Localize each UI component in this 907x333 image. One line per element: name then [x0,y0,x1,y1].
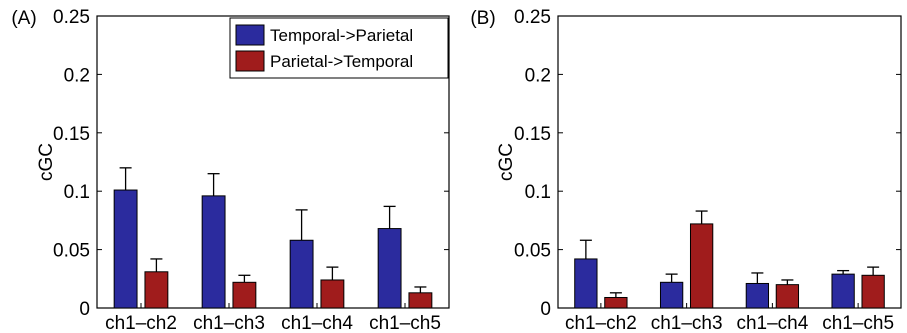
y-tick-label: 0.25 [53,7,90,28]
bar-temporal-parietal [574,258,598,309]
bar-parietal-temporal [408,292,433,309]
x-tick-label: ch1–ch4 [281,313,353,333]
panel-label: (B) [470,8,495,29]
x-tick-label: ch1–ch3 [651,313,723,333]
bar-temporal-parietal [831,273,855,309]
x-tick-label: ch1–ch2 [105,313,177,333]
bar-parietal-temporal [775,284,800,309]
y-tick-label: 0.15 [514,124,551,145]
plot-frame [557,15,902,309]
legend-box [229,17,449,79]
y-tick-label: 0 [540,299,551,320]
y-axis-label: cGC [496,143,517,181]
x-tick-label: ch1–ch5 [369,313,441,333]
bar-parietal-temporal [604,296,628,309]
bar-temporal-parietal [113,189,138,309]
y-tick-label: 0.05 [514,241,551,262]
y-tick-label: 0.25 [514,7,551,28]
x-tick-label: ch1–ch5 [822,313,894,333]
y-tick-label: 0.2 [64,65,90,86]
y-axis-label: cGC [36,143,57,181]
chart-panel-b: (B) cGC 0 0.05 0.1 0.15 0.2 0.25 ch1–ch2 ch1–ch3 c… [470,7,902,333]
y-tick-label: 0 [79,299,90,320]
y-tick-label: 0.2 [525,65,551,86]
y-tick-label: 0.1 [525,182,551,203]
legend-swatch [235,50,265,72]
bar-parietal-temporal [232,281,257,309]
bar-temporal-parietal [745,282,770,309]
legend-swatch [235,24,265,46]
legend-entry: Temporal->Parietal [270,26,413,45]
bar-temporal-parietal [289,239,314,309]
bar-temporal-parietal [659,281,684,309]
bar-temporal-parietal [201,195,226,309]
x-tick-label: ch1–ch4 [736,313,808,333]
bar-parietal-temporal [320,279,345,309]
x-tick-label: ch1–ch2 [565,313,637,333]
legend: Temporal->Parietal Parietal->Temporal [229,17,449,79]
y-tick-label: 0.05 [53,241,90,262]
chart-panel-a: (A) cGC 0 0.05 0.1 0.15 0.2 0.25 ch1–ch2 ch1–ch3 c… [11,7,450,333]
bar-parietal-temporal [861,274,885,309]
y-tick-label: 0.15 [53,124,90,145]
legend-entry: Parietal->Temporal [270,52,413,71]
bar-parietal-temporal [144,271,169,309]
panel-label: (A) [11,8,36,29]
x-tick-label: ch1–ch3 [193,313,265,333]
bar-temporal-parietal [377,228,402,309]
bar-parietal-temporal [689,223,714,309]
y-tick-label: 0.1 [64,182,90,203]
